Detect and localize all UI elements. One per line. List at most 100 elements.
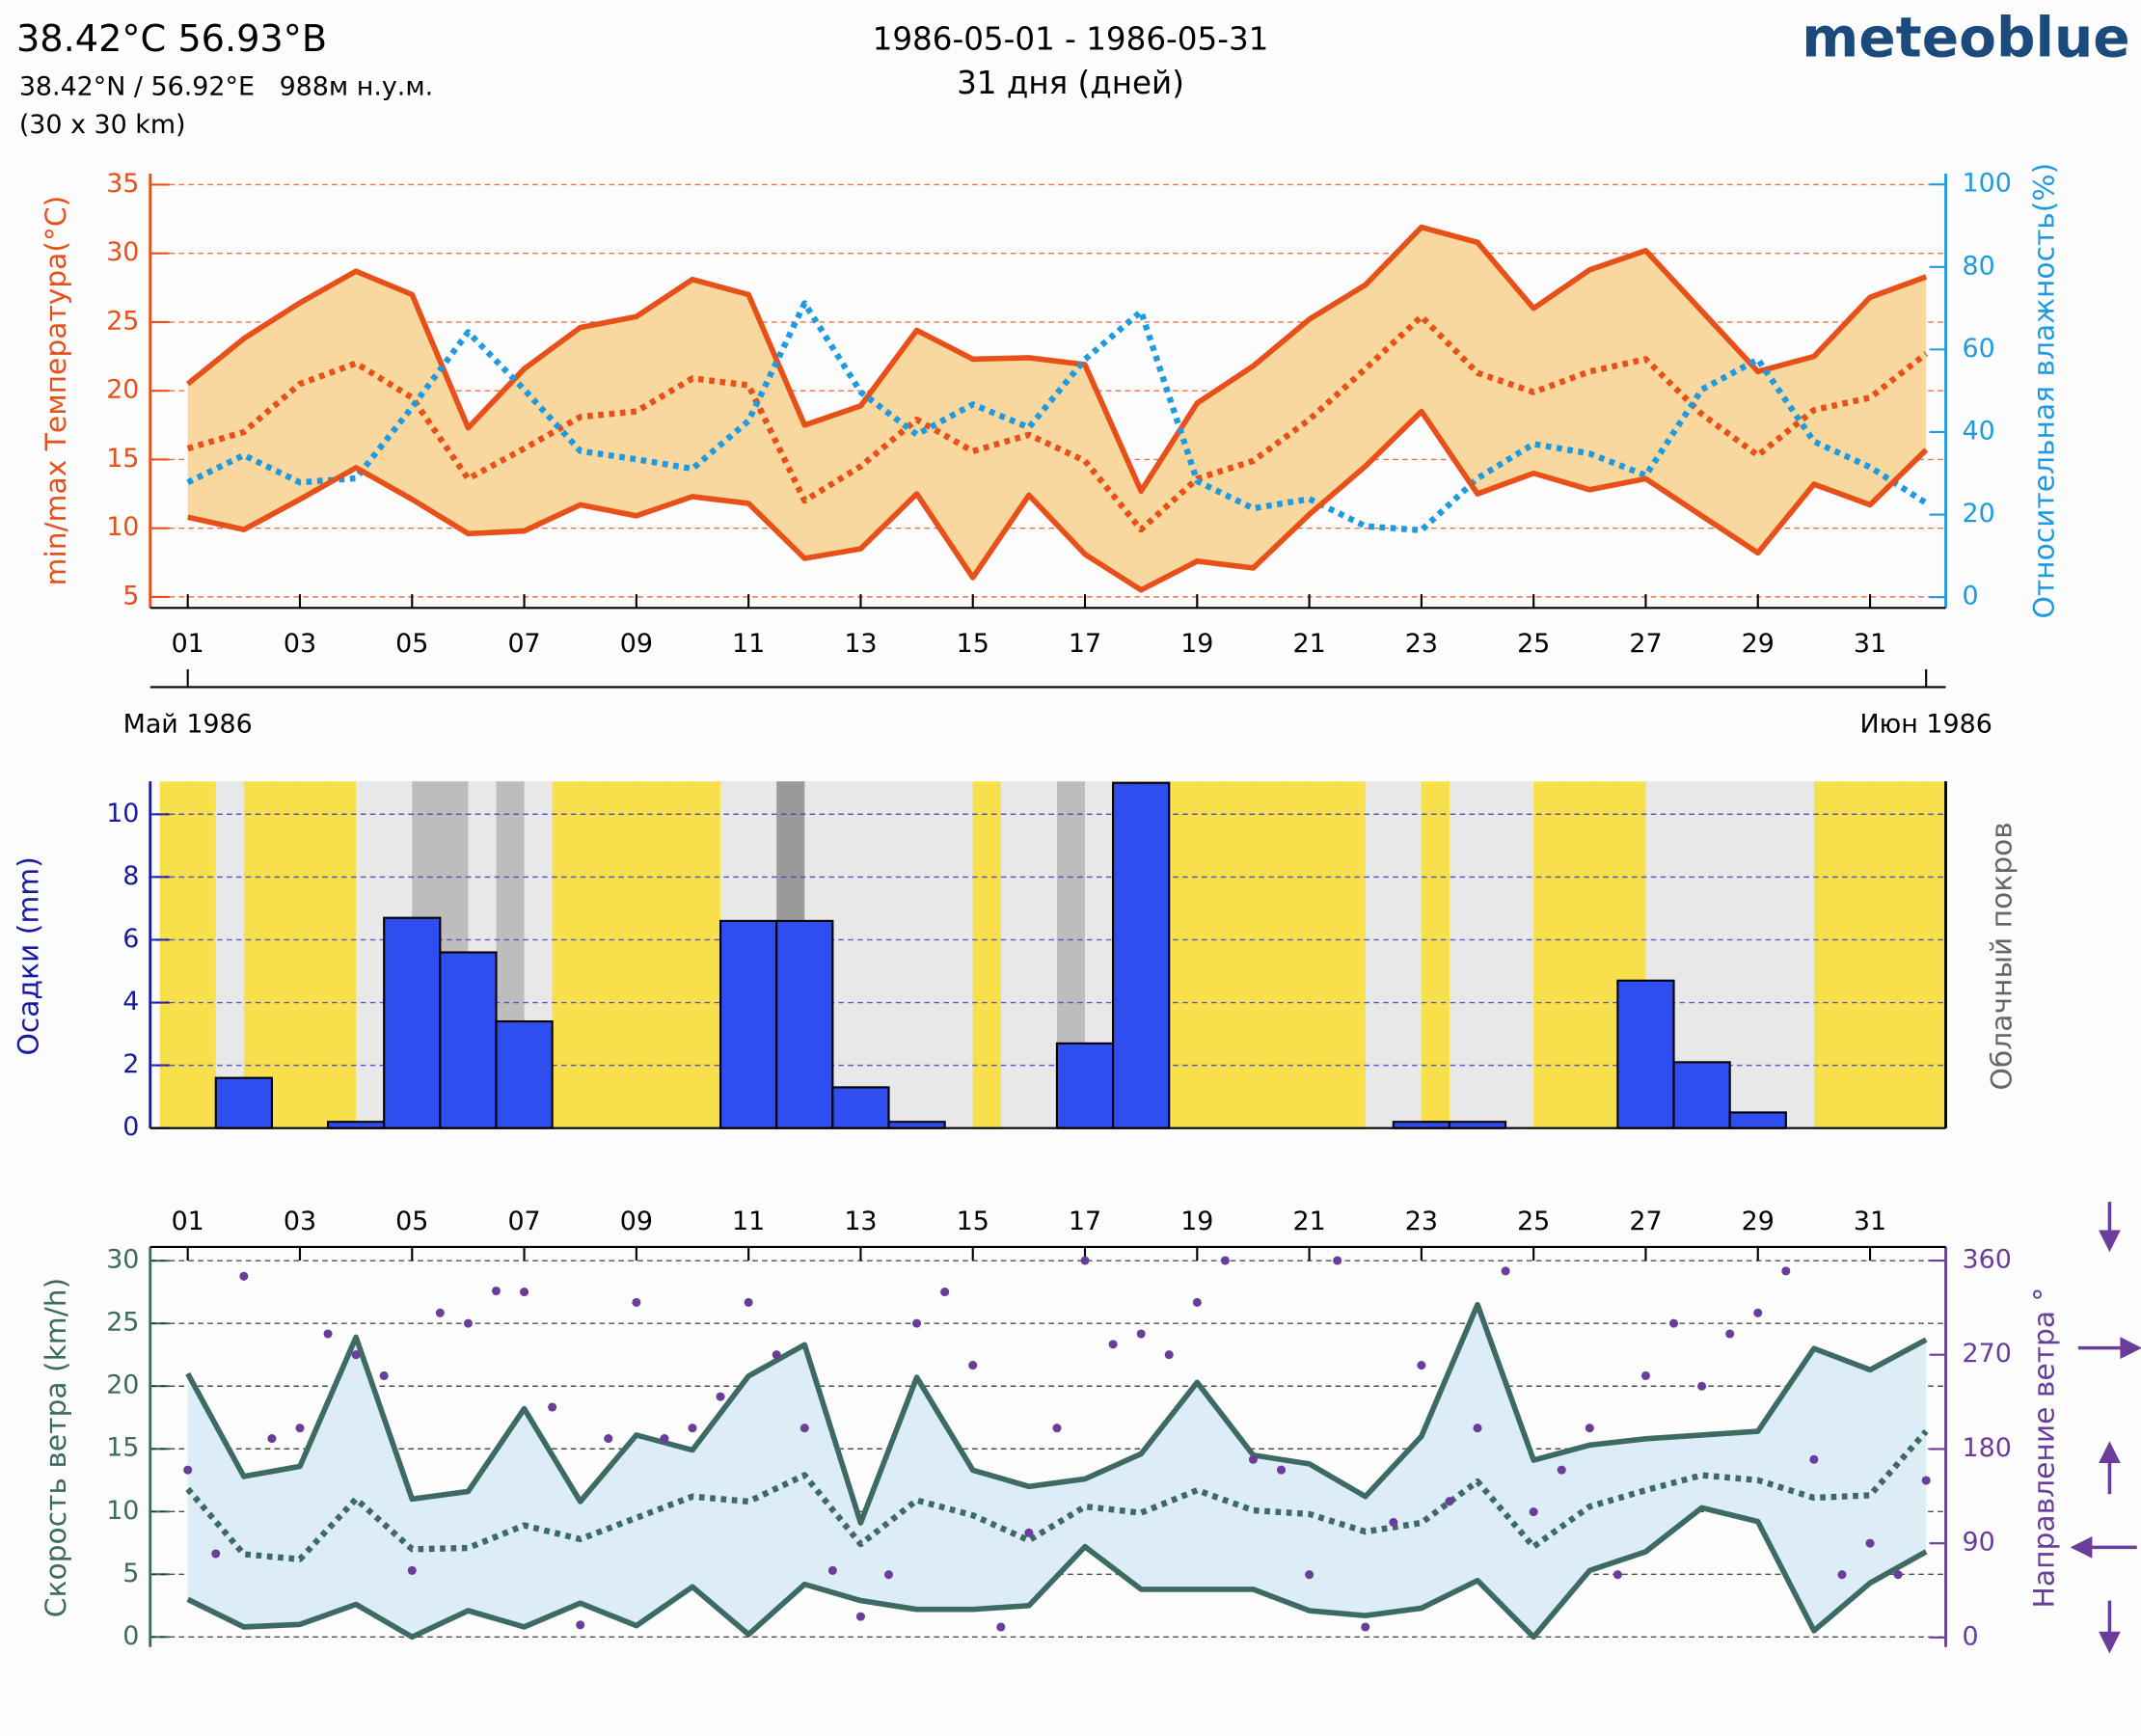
line bbox=[185, 224, 1928, 495]
direction-dot bbox=[1080, 1256, 1090, 1265]
area: (30 x 30 km) bbox=[19, 110, 186, 140]
x-tick-label: 01 bbox=[172, 1207, 204, 1236]
y-tick-label: 2 bbox=[122, 1049, 139, 1079]
cloud-stripe bbox=[580, 781, 610, 1128]
cloud-stripe bbox=[243, 781, 273, 1128]
direction-dot bbox=[827, 1565, 837, 1575]
direction-dot bbox=[1753, 1308, 1763, 1317]
direction-dot bbox=[183, 1465, 193, 1475]
direction-dot bbox=[1164, 1350, 1174, 1360]
x-tick-label: 27 bbox=[1629, 629, 1662, 659]
bar bbox=[1055, 1042, 1115, 1129]
bar bbox=[383, 916, 442, 1129]
direction-dot bbox=[1361, 1622, 1370, 1632]
day-count: 31 дня (дней) bbox=[957, 65, 1184, 101]
chart-1: 0 2 4 6 8 10 Осадки (mm) Облачный покров bbox=[13, 781, 2019, 1142]
bar bbox=[1728, 1111, 1787, 1129]
y-tick-label: 0 bbox=[122, 1112, 139, 1142]
cloud-stripe bbox=[1477, 781, 1506, 1128]
y2-tick-label: 100 bbox=[1963, 169, 2012, 199]
cloud-stripe bbox=[159, 781, 189, 1128]
y2-tick-label: 40 bbox=[1963, 416, 1995, 446]
direction-dot bbox=[239, 1271, 249, 1281]
x-tick-label: 23 bbox=[1405, 629, 1438, 659]
direction-dot bbox=[407, 1565, 417, 1575]
cloud-stripe bbox=[1926, 781, 1946, 1128]
x-tick-label: 03 bbox=[284, 629, 316, 659]
direction-dot bbox=[799, 1424, 809, 1433]
range-band bbox=[187, 227, 1927, 590]
cloud-stripe bbox=[1561, 781, 1591, 1128]
y-tick-label: 30 bbox=[106, 237, 139, 267]
coordinates: 38.42°N / 56.92°E 988м н.у.м. bbox=[19, 71, 433, 101]
direction-dot bbox=[883, 1570, 894, 1580]
cloud-stripe bbox=[1337, 781, 1367, 1128]
x-tick-label: 13 bbox=[844, 629, 877, 659]
cloud-stripe bbox=[271, 781, 301, 1128]
range-band bbox=[187, 1304, 1927, 1638]
cloud-stripe bbox=[1757, 781, 1787, 1128]
cloud-stripe bbox=[608, 781, 637, 1128]
direction-dot bbox=[632, 1297, 641, 1307]
y2-axis-label: Направление ветра ° bbox=[2027, 1288, 2061, 1609]
y-tick-label: 35 bbox=[106, 169, 139, 199]
direction-dot bbox=[1669, 1318, 1679, 1328]
direction-dot bbox=[1501, 1266, 1510, 1276]
cloud-stripe bbox=[636, 781, 665, 1128]
direction-dot bbox=[351, 1350, 361, 1360]
y-tick-label: 10 bbox=[106, 1496, 139, 1526]
x-tick-label: 19 bbox=[1180, 629, 1213, 659]
x-tick-label: 21 bbox=[1292, 629, 1325, 659]
y-tick-label: 10 bbox=[106, 512, 139, 542]
cloud-stripe bbox=[215, 781, 245, 1128]
direction-dot bbox=[1473, 1424, 1482, 1433]
cloud-stripe bbox=[328, 781, 357, 1128]
bar bbox=[719, 919, 778, 1129]
direction-dot bbox=[604, 1434, 613, 1444]
x-tick-label: 01 bbox=[172, 629, 204, 659]
month-label: Май 1986 bbox=[123, 710, 253, 740]
cloud-stripe bbox=[1533, 781, 1562, 1128]
bar bbox=[1112, 781, 1171, 1129]
cloud-stripe bbox=[1449, 781, 1478, 1128]
direction-dot bbox=[1305, 1570, 1314, 1580]
y-tick-label: 30 bbox=[106, 1245, 139, 1275]
cloud-stripe bbox=[916, 781, 946, 1128]
line bbox=[185, 1301, 1928, 1526]
cloud-stripe bbox=[1421, 781, 1450, 1128]
cloud-stripe bbox=[1253, 781, 1283, 1128]
x-tick-label: 19 bbox=[1180, 1207, 1213, 1236]
direction-dot bbox=[1697, 1381, 1707, 1391]
y-tick-label: 25 bbox=[106, 1308, 139, 1338]
direction-dot bbox=[1445, 1497, 1454, 1506]
direction-dot bbox=[1389, 1517, 1398, 1527]
title: 38.42°C 56.93°B bbox=[16, 18, 327, 61]
direction-dot bbox=[1865, 1538, 1875, 1548]
x-tick-label: 25 bbox=[1517, 1207, 1550, 1236]
direction-dot bbox=[267, 1434, 277, 1444]
x-tick-label: 29 bbox=[1742, 1207, 1775, 1236]
cloud-stripe bbox=[1729, 781, 1759, 1128]
cloud-stripe bbox=[1225, 781, 1255, 1128]
cloud-stripe bbox=[1000, 781, 1030, 1128]
y2-tick-label: 270 bbox=[1963, 1339, 2012, 1369]
line bbox=[187, 408, 1929, 593]
cloud-stripe bbox=[1505, 781, 1534, 1128]
x-tick-label: 05 bbox=[395, 629, 428, 659]
direction-dot bbox=[688, 1424, 697, 1433]
chart-0: 5 10 15 20 25 30 35 0 20 40 60 80 100 01 03 05 07 09 11 13 1… bbox=[40, 163, 2061, 740]
y-tick-label: 10 bbox=[106, 799, 139, 828]
y2-tick-label: 180 bbox=[1963, 1433, 2012, 1463]
y2-tick-label: 0 bbox=[1963, 582, 1979, 611]
direction-dot bbox=[1781, 1266, 1791, 1276]
y2-tick-label: 0 bbox=[1963, 1621, 1979, 1651]
y-axis-label: min/max Температура(°C) bbox=[40, 196, 73, 586]
y-tick-label: 6 bbox=[122, 924, 139, 954]
cloud-stripe bbox=[1589, 781, 1619, 1128]
x-tick-label: 11 bbox=[732, 1207, 765, 1236]
cloud-stripe bbox=[888, 781, 918, 1128]
direction-dot bbox=[1136, 1329, 1146, 1339]
bar bbox=[1672, 1061, 1731, 1129]
y-tick-label: 25 bbox=[106, 306, 139, 336]
